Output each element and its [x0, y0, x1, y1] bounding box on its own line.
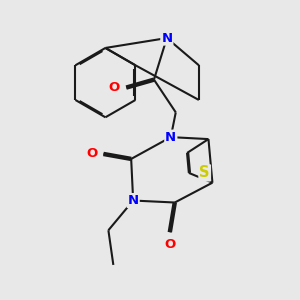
Text: N: N [165, 130, 176, 144]
Text: S: S [200, 165, 210, 180]
Text: O: O [109, 81, 120, 94]
Text: O: O [164, 238, 176, 250]
Text: O: O [86, 148, 97, 160]
Text: N: N [128, 194, 139, 207]
Text: N: N [161, 32, 172, 44]
